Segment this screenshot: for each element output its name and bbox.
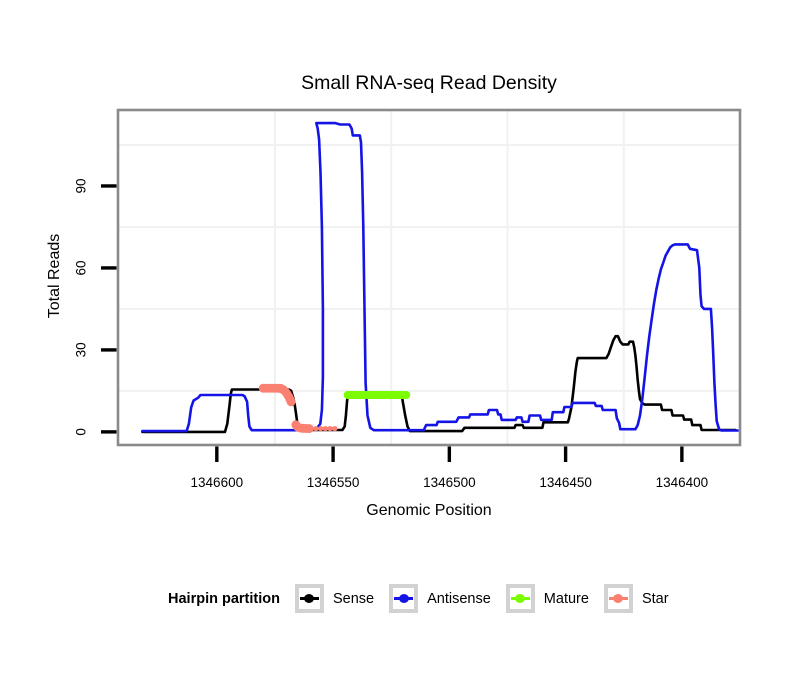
- series-line-star: [258, 383, 297, 409]
- legend-dot-icon: [304, 594, 315, 603]
- series-line-antisense: [141, 121, 739, 433]
- x-tick-label: 1346600: [191, 475, 244, 490]
- x-tick-label: 1346500: [423, 475, 476, 490]
- legend: Hairpin partition Sense Antisense Mature St…: [168, 583, 669, 614]
- legend-item-label: Star: [641, 590, 669, 607]
- legend-dot-icon: [515, 594, 526, 603]
- legend-key-icon: [603, 584, 633, 613]
- x-tick-label: 1346550: [307, 475, 360, 490]
- legend-item-label: Mature: [543, 590, 589, 607]
- axis-tick-labels: 1346600 1346550 1346500 1346450 1346400 0 30 60…: [74, 178, 708, 490]
- x-tick-label: 1346400: [656, 475, 709, 490]
- legend-key-icon: [505, 584, 535, 613]
- legend-key-icon: [389, 584, 419, 613]
- legend-dot-icon: [613, 594, 624, 603]
- legend-item-mature: Mature: [505, 584, 589, 613]
- series-line-sense: [141, 334, 737, 434]
- legend-item-antisense: Antisense: [389, 584, 491, 613]
- legend-item-label: Antisense: [427, 590, 491, 607]
- y-tick-label: 0: [74, 428, 89, 436]
- legend-title: Hairpin partition: [168, 590, 280, 607]
- chart-title: Small RNA-seq Read Density: [301, 72, 557, 94]
- y-axis-title: Total Reads: [46, 233, 63, 319]
- y-tick-label: 90: [74, 178, 89, 193]
- legend-item-label: Sense: [332, 590, 375, 607]
- y-tick-label: 60: [74, 260, 89, 275]
- legend-dot-icon: [398, 594, 409, 603]
- x-axis-title: Genomic Position: [366, 502, 492, 519]
- x-tick-label: 1346450: [539, 475, 592, 490]
- legend-key-icon: [294, 584, 324, 613]
- series-line-star: [291, 420, 315, 434]
- y-tick-label: 30: [74, 342, 89, 357]
- plot-panel: [118, 110, 740, 445]
- legend-item-star: Star: [603, 584, 669, 613]
- axis-ticks: [101, 184, 684, 462]
- plot-panel-border: [116, 108, 742, 447]
- series-lines: [141, 121, 739, 434]
- legend-item-sense: Sense: [294, 584, 375, 613]
